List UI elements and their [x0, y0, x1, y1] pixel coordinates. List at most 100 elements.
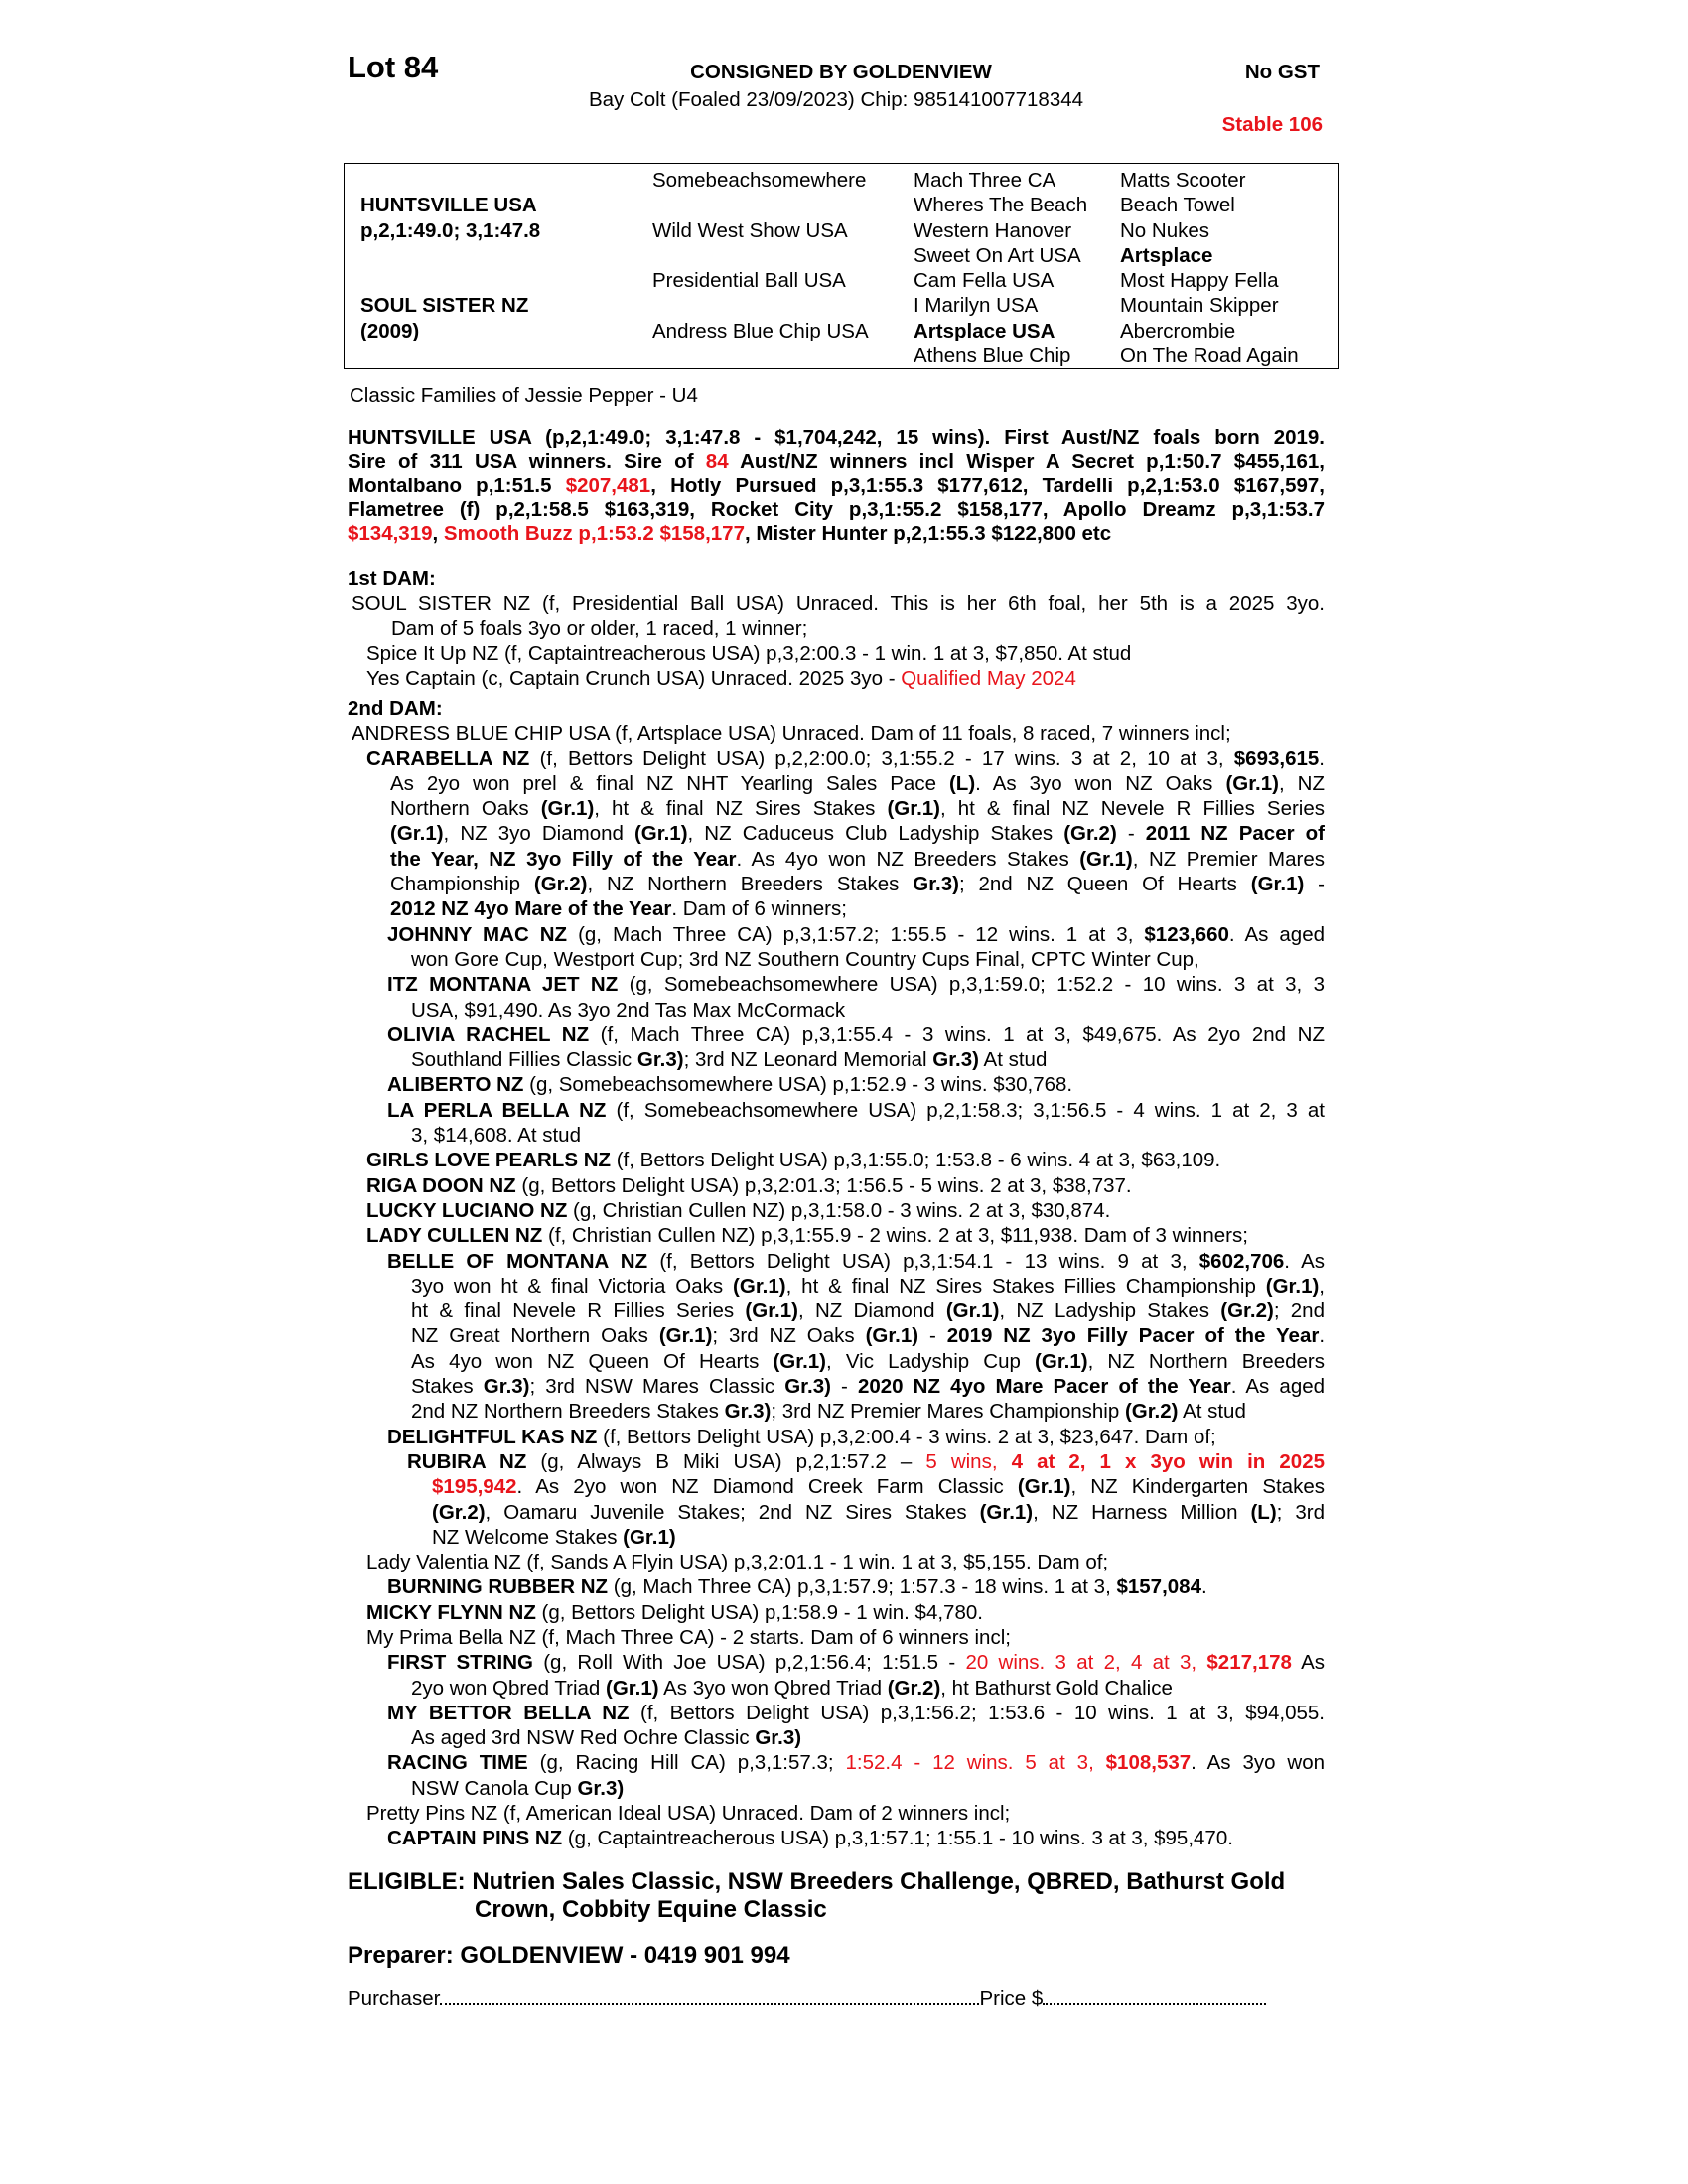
text-run: -	[830, 1375, 858, 1399]
text-run: Gr.3)	[636, 1048, 684, 1072]
text-run: 1:52.4 - 12 wins. 5 at 3,	[845, 1751, 1106, 1775]
text-run: 2yo won Qbred Triad	[411, 1676, 606, 1700]
text-run: (Gr.1)	[945, 1299, 1000, 1323]
text-run: (L)	[1250, 1500, 1277, 1524]
progeny-entry: RACING TIME (g, Racing Hill CA) p,3,1:57…	[348, 1750, 1325, 1801]
pedigree-ancestor	[360, 268, 540, 293]
text-run: At stud	[978, 1048, 1048, 1072]
text-run: ITZ MONTANA JET NZ	[387, 973, 619, 997]
text-run: Gr.3)	[784, 1375, 831, 1399]
sire-summary: HUNTSVILLE USA (p,2,1:49.0; 3,1:47.8 - $…	[348, 426, 1325, 546]
progeny-entry: Yes Captain (c, Captain Crunch USA) Unra…	[348, 666, 1325, 691]
entry-line: Stakes Gr.3); 3rd NSW Mares Classic Gr.3…	[348, 1374, 1325, 1399]
entry-line: (Gr.2), Oamaru Juvenile Stakes; 2nd NZ S…	[348, 1500, 1325, 1525]
text-run: ; 3rd	[1276, 1500, 1325, 1524]
text-run: OLIVIA RACHEL NZ	[387, 1023, 590, 1046]
text-run: 3, $14,608. At stud	[411, 1124, 581, 1148]
text-run: .	[1319, 1324, 1326, 1348]
progeny-entry: BURNING RUBBER NZ (g, Mach Three CA) p,3…	[348, 1574, 1325, 1599]
text-run: Smooth Buzz p,1:53.2 $158,177	[443, 522, 745, 546]
pedigree-ancestor: Western Hanover	[914, 218, 1072, 242]
text-run: At stud	[1178, 1400, 1246, 1424]
text-run: , NZ Ladyship Stakes	[999, 1299, 1221, 1323]
text-run: (g, Mach Three CA) p,3,1:57.2; 1:55.5 - …	[567, 922, 1145, 946]
entry-line: DELIGHTFUL KAS NZ (f, Bettors Delight US…	[348, 1425, 1325, 1449]
text-run: (f, Christian Cullen NZ) p,3,1:55.9 - 2 …	[542, 1224, 1248, 1248]
entry-line: $195,942. As 2yo won NZ Diamond Creek Fa…	[348, 1474, 1325, 1499]
text-run: , NZ	[1278, 771, 1325, 795]
text-run: .	[1200, 1575, 1207, 1599]
text-run: Spice It Up NZ (f, Captaintreacherous US…	[366, 641, 1132, 665]
text-run: ,	[432, 522, 444, 546]
entry-line: As aged 3rd NSW Red Ochre Classic Gr.3)	[348, 1725, 1325, 1750]
text-run: DELIGHTFUL KAS NZ	[387, 1425, 598, 1448]
consignor: CONSIGNED BY GOLDENVIEW	[690, 61, 992, 83]
sire-line: $134,319, Smooth Buzz p,1:53.2 $158,177,…	[348, 522, 1325, 546]
text-run: (Gr.1)	[979, 1500, 1034, 1524]
text-run: , Mister Hunter p,2,1:55.3 $122,800 etc	[744, 522, 1112, 546]
text-run: ; 3rd NZ Premier Mares Championship	[771, 1400, 1125, 1424]
text-run: , Hotly Pursued p,3,1:55.3 $177,612, Tar…	[650, 474, 1325, 497]
sire-line: Montalbano p,1:51.5 $207,481, Hotly Purs…	[348, 475, 1325, 498]
text-run: 4 at 2, 1 x 3yo win in 2025	[1011, 1449, 1326, 1473]
text-run: $207,481	[565, 474, 651, 497]
progeny-entry: OLIVIA RACHEL NZ (f, Mach Three CA) p,3,…	[348, 1023, 1325, 1073]
pedigree-ancestor: SOUL SISTER NZ	[360, 294, 529, 318]
pedigree-col2: Somebeachsomewhere Wild West Show USA Pres…	[652, 168, 869, 368]
purchaser-field[interactable]	[440, 1989, 980, 2005]
entry-line: FIRST STRING (g, Roll With Joe USA) p,2,…	[348, 1650, 1325, 1675]
entry-line: MY BETTOR BELLA NZ (f, Bettors Delight U…	[348, 1701, 1325, 1725]
text-run: As 4yo won NZ Queen Of Hearts	[411, 1349, 774, 1373]
text-run: (L)	[948, 771, 976, 795]
text-run: $217,178	[1206, 1651, 1292, 1675]
sire-line: HUNTSVILLE USA (p,2,1:49.0; 3,1:47.8 - $…	[348, 426, 1325, 450]
text-run: $108,537	[1105, 1751, 1192, 1775]
entry-line: 2012 NZ 4yo Mare of the Year. Dam of 6 w…	[348, 896, 1325, 921]
progeny-entry: Pretty Pins NZ (f, American Ideal USA) U…	[348, 1801, 1325, 1826]
pedigree-ancestor: Wild West Show USA	[652, 218, 848, 242]
text-run: ; 2nd	[1273, 1299, 1325, 1323]
entry-line: USA, $91,490. As 3yo 2nd Tas Max McCorma…	[348, 998, 1325, 1023]
text-run: 2019 NZ 3yo Filly Pacer of the Year	[946, 1324, 1320, 1348]
text-run: (Gr.1)	[887, 797, 941, 821]
second-dam-heading: 2nd DAM:	[348, 697, 443, 720]
text-run: (Gr.1)	[745, 1299, 798, 1323]
entry-line: MICKY FLYNN NZ (g, Bettors Delight USA) …	[348, 1600, 1325, 1625]
progeny-entry: LADY CULLEN NZ (f, Christian Cullen NZ) …	[348, 1223, 1325, 1248]
text-run: (g, Mach Three CA) p,3,1:57.9; 1:57.3 - …	[608, 1575, 1117, 1599]
text-run: (g, Captaintreacherous USA) p,3,1:57.1; …	[562, 1827, 1233, 1850]
pedigree-ancestor	[652, 293, 869, 318]
text-run: (Gr.1)	[733, 1274, 786, 1297]
text-run: Lady Valentia NZ (f, Sands A Flyin USA) …	[366, 1551, 1109, 1574]
progeny-entry: RIGA DOON NZ (g, Bettors Delight USA) p,…	[348, 1173, 1325, 1198]
text-run: won Gore Cup, Westport Cup; 3rd NZ South…	[411, 947, 1199, 971]
text-run: ; 3rd NZ Leonard Memorial	[683, 1048, 933, 1072]
text-run: Stakes	[411, 1375, 484, 1399]
entry-line: ht & final Nevele R Fillies Series (Gr.1…	[348, 1298, 1325, 1323]
sire-line: Sire of 311 USA winners. Sire of 84 Aust…	[348, 450, 1325, 474]
pedigree-ancestor: No Nukes	[1120, 218, 1210, 242]
text-run: 2020 NZ 4yo Mare Pacer of the Year	[857, 1375, 1231, 1399]
purchase-line: Purchaser Price $	[348, 1987, 1267, 2011]
entry-line: NZ Welcome Stakes (Gr.1)	[348, 1525, 1325, 1550]
first-dam-section: 1st DAM: SOUL SISTER NZ (f, Presidential…	[348, 566, 1325, 691]
text-run: (f, Bettors Delight USA) p,3,1:56.2; 1:5…	[629, 1701, 1325, 1724]
text-run: NZ Great Northern Oaks	[411, 1324, 659, 1348]
text-run: (Gr.1)	[606, 1676, 659, 1700]
price-field[interactable]	[1043, 1989, 1267, 2005]
text-run: Gr.3)	[913, 873, 959, 896]
text-run: HUNTSVILLE USA (p,2,1:49.0; 3,1:47.8 - $…	[348, 426, 1325, 449]
text-run: . As 3yo won NZ Oaks	[975, 771, 1226, 795]
text-run: , NZ Premier Mares	[1132, 847, 1325, 871]
text-run: (f, Somebeachsomewhere USA) p,2,1:58.3; …	[606, 1098, 1325, 1122]
text-run: (Gr.1)	[1265, 1274, 1320, 1297]
stable-number: Stable 106	[1221, 113, 1323, 136]
text-run: . Dam of 6 winners;	[671, 897, 847, 921]
text-run: the Year, NZ 3yo Filly of the Year	[390, 847, 737, 871]
entry-line: Spice It Up NZ (f, Captaintreacherous US…	[348, 641, 1325, 666]
text-run: CARABELLA NZ	[366, 747, 530, 770]
preparer: Preparer: GOLDENVIEW - 0419 901 994	[348, 1942, 790, 1969]
text-run: LADY CULLEN NZ	[366, 1224, 543, 1248]
text-run: Dam of 5 foals 3yo or older, 1 raced, 1 …	[391, 616, 808, 640]
text-run: GIRLS LOVE PEARLS NZ	[366, 1149, 612, 1172]
